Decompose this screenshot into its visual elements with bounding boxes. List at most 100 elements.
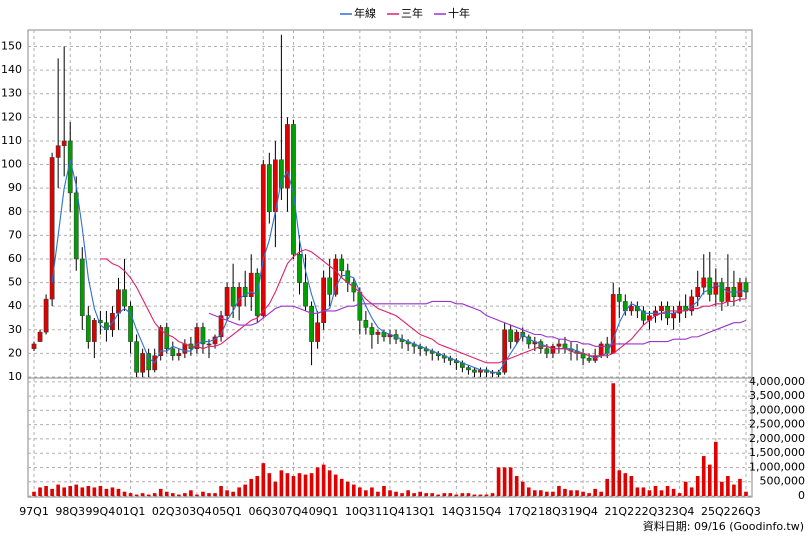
y-tick-label: 60	[8, 252, 22, 265]
candle-body	[73, 192, 79, 260]
volume-bar	[225, 490, 229, 496]
volume-bar	[116, 488, 121, 496]
volume-bar	[394, 491, 398, 496]
volume-bar	[358, 487, 362, 496]
volume-bar	[569, 490, 573, 496]
volume-bar	[291, 476, 296, 496]
volume-bar	[442, 493, 447, 496]
volume-bar	[267, 473, 272, 496]
candle-body	[598, 343, 604, 357]
volume-bar	[170, 493, 175, 496]
volume-bar	[659, 490, 664, 496]
x-tick-label: 22Q3	[635, 505, 665, 518]
y-tick-label: 70	[8, 228, 22, 241]
volume-bar	[98, 486, 103, 496]
candle-body	[31, 343, 37, 349]
candle-body	[472, 369, 477, 373]
volume-bar	[207, 493, 211, 496]
candle-body	[303, 282, 308, 307]
volume-bar	[382, 486, 386, 496]
volume-bar	[400, 493, 404, 496]
volume-bar	[177, 494, 181, 496]
volume-bar	[327, 470, 332, 496]
volume-bar	[345, 481, 350, 496]
volume-bar	[56, 484, 60, 496]
candle-body	[369, 327, 375, 335]
candle-body	[514, 331, 520, 342]
candle-body	[315, 322, 320, 342]
volume-bar	[732, 484, 736, 496]
candle-body	[37, 331, 43, 342]
y-tick-label: 150	[1, 40, 22, 53]
volume-bar	[412, 493, 416, 496]
candle-body	[339, 258, 345, 272]
volume-bar	[273, 481, 278, 496]
volume-bar	[460, 493, 465, 496]
x-tick-label: 05Q1	[212, 505, 242, 518]
volume-bar	[50, 488, 54, 496]
candle-body	[164, 327, 170, 349]
candle-body	[707, 277, 713, 295]
x-tick-label: 21Q2	[604, 505, 634, 518]
candle-body	[665, 305, 670, 319]
candle-body	[671, 313, 676, 319]
volume-bar	[315, 467, 320, 496]
volume-bar	[532, 490, 537, 496]
y-tick-label: 30	[8, 323, 22, 336]
x-tick-label: 23Q4	[665, 505, 695, 518]
volume-bar	[695, 476, 700, 496]
volume-bar	[563, 488, 567, 496]
candle-body	[737, 282, 743, 297]
candle-body	[176, 353, 182, 357]
candle-body	[327, 277, 333, 295]
volume-bar	[677, 493, 682, 496]
y-tick-label: 20	[8, 346, 22, 359]
candle-body	[689, 296, 695, 312]
volume-bar	[32, 491, 36, 496]
x-tick-label: 13Q1	[405, 505, 435, 518]
candle-body	[586, 357, 592, 361]
volume-bar	[641, 487, 646, 496]
volume-bar	[243, 484, 248, 496]
volume-bar	[720, 481, 724, 496]
y-tick-label: 120	[1, 110, 22, 123]
y2-tick-label: 3,500,000	[749, 389, 805, 402]
y2-tick-label: 2,500,000	[749, 418, 805, 431]
volume-bar	[164, 491, 169, 496]
volume-bar	[635, 487, 640, 496]
x-tick-label: 01Q1	[116, 505, 146, 518]
candle-body	[110, 313, 115, 331]
volume-bar	[255, 476, 260, 496]
x-tick-label: 09Q1	[309, 505, 339, 518]
volume-bar	[593, 488, 597, 496]
x-tick-label: 11Q4	[375, 505, 405, 518]
candle-body	[146, 353, 152, 371]
candle-body	[363, 320, 369, 328]
volume-bar	[261, 463, 266, 496]
volume-bar	[671, 488, 676, 496]
volume-bar	[454, 494, 459, 496]
volume-bar	[623, 473, 628, 496]
x-tick-label: 14Q3	[442, 505, 472, 518]
y2-tick-label: 3,000,000	[749, 403, 805, 416]
y2-tick-label: 1,000,000	[749, 460, 805, 473]
legend-label: 年線	[354, 6, 376, 20]
volume-bar	[201, 491, 205, 496]
volume-bar	[297, 473, 302, 496]
volume-bar	[134, 494, 139, 496]
volume-bar	[605, 478, 610, 496]
volume-bar	[575, 490, 579, 496]
candle-body	[200, 327, 206, 345]
x-tick-label: 06Q3	[248, 505, 278, 518]
candle-body	[562, 343, 568, 349]
x-tick-label: 03Q4	[182, 505, 212, 518]
volume-bar	[478, 494, 483, 496]
candle-body	[677, 305, 682, 314]
candle-body	[550, 346, 556, 354]
volume-bar	[140, 493, 145, 496]
x-tick-label: 18Q3	[538, 505, 568, 518]
candle-body	[333, 258, 339, 295]
x-tick-label: 15Q4	[472, 505, 502, 518]
volume-bar	[448, 493, 453, 496]
volume-bar	[189, 490, 193, 496]
